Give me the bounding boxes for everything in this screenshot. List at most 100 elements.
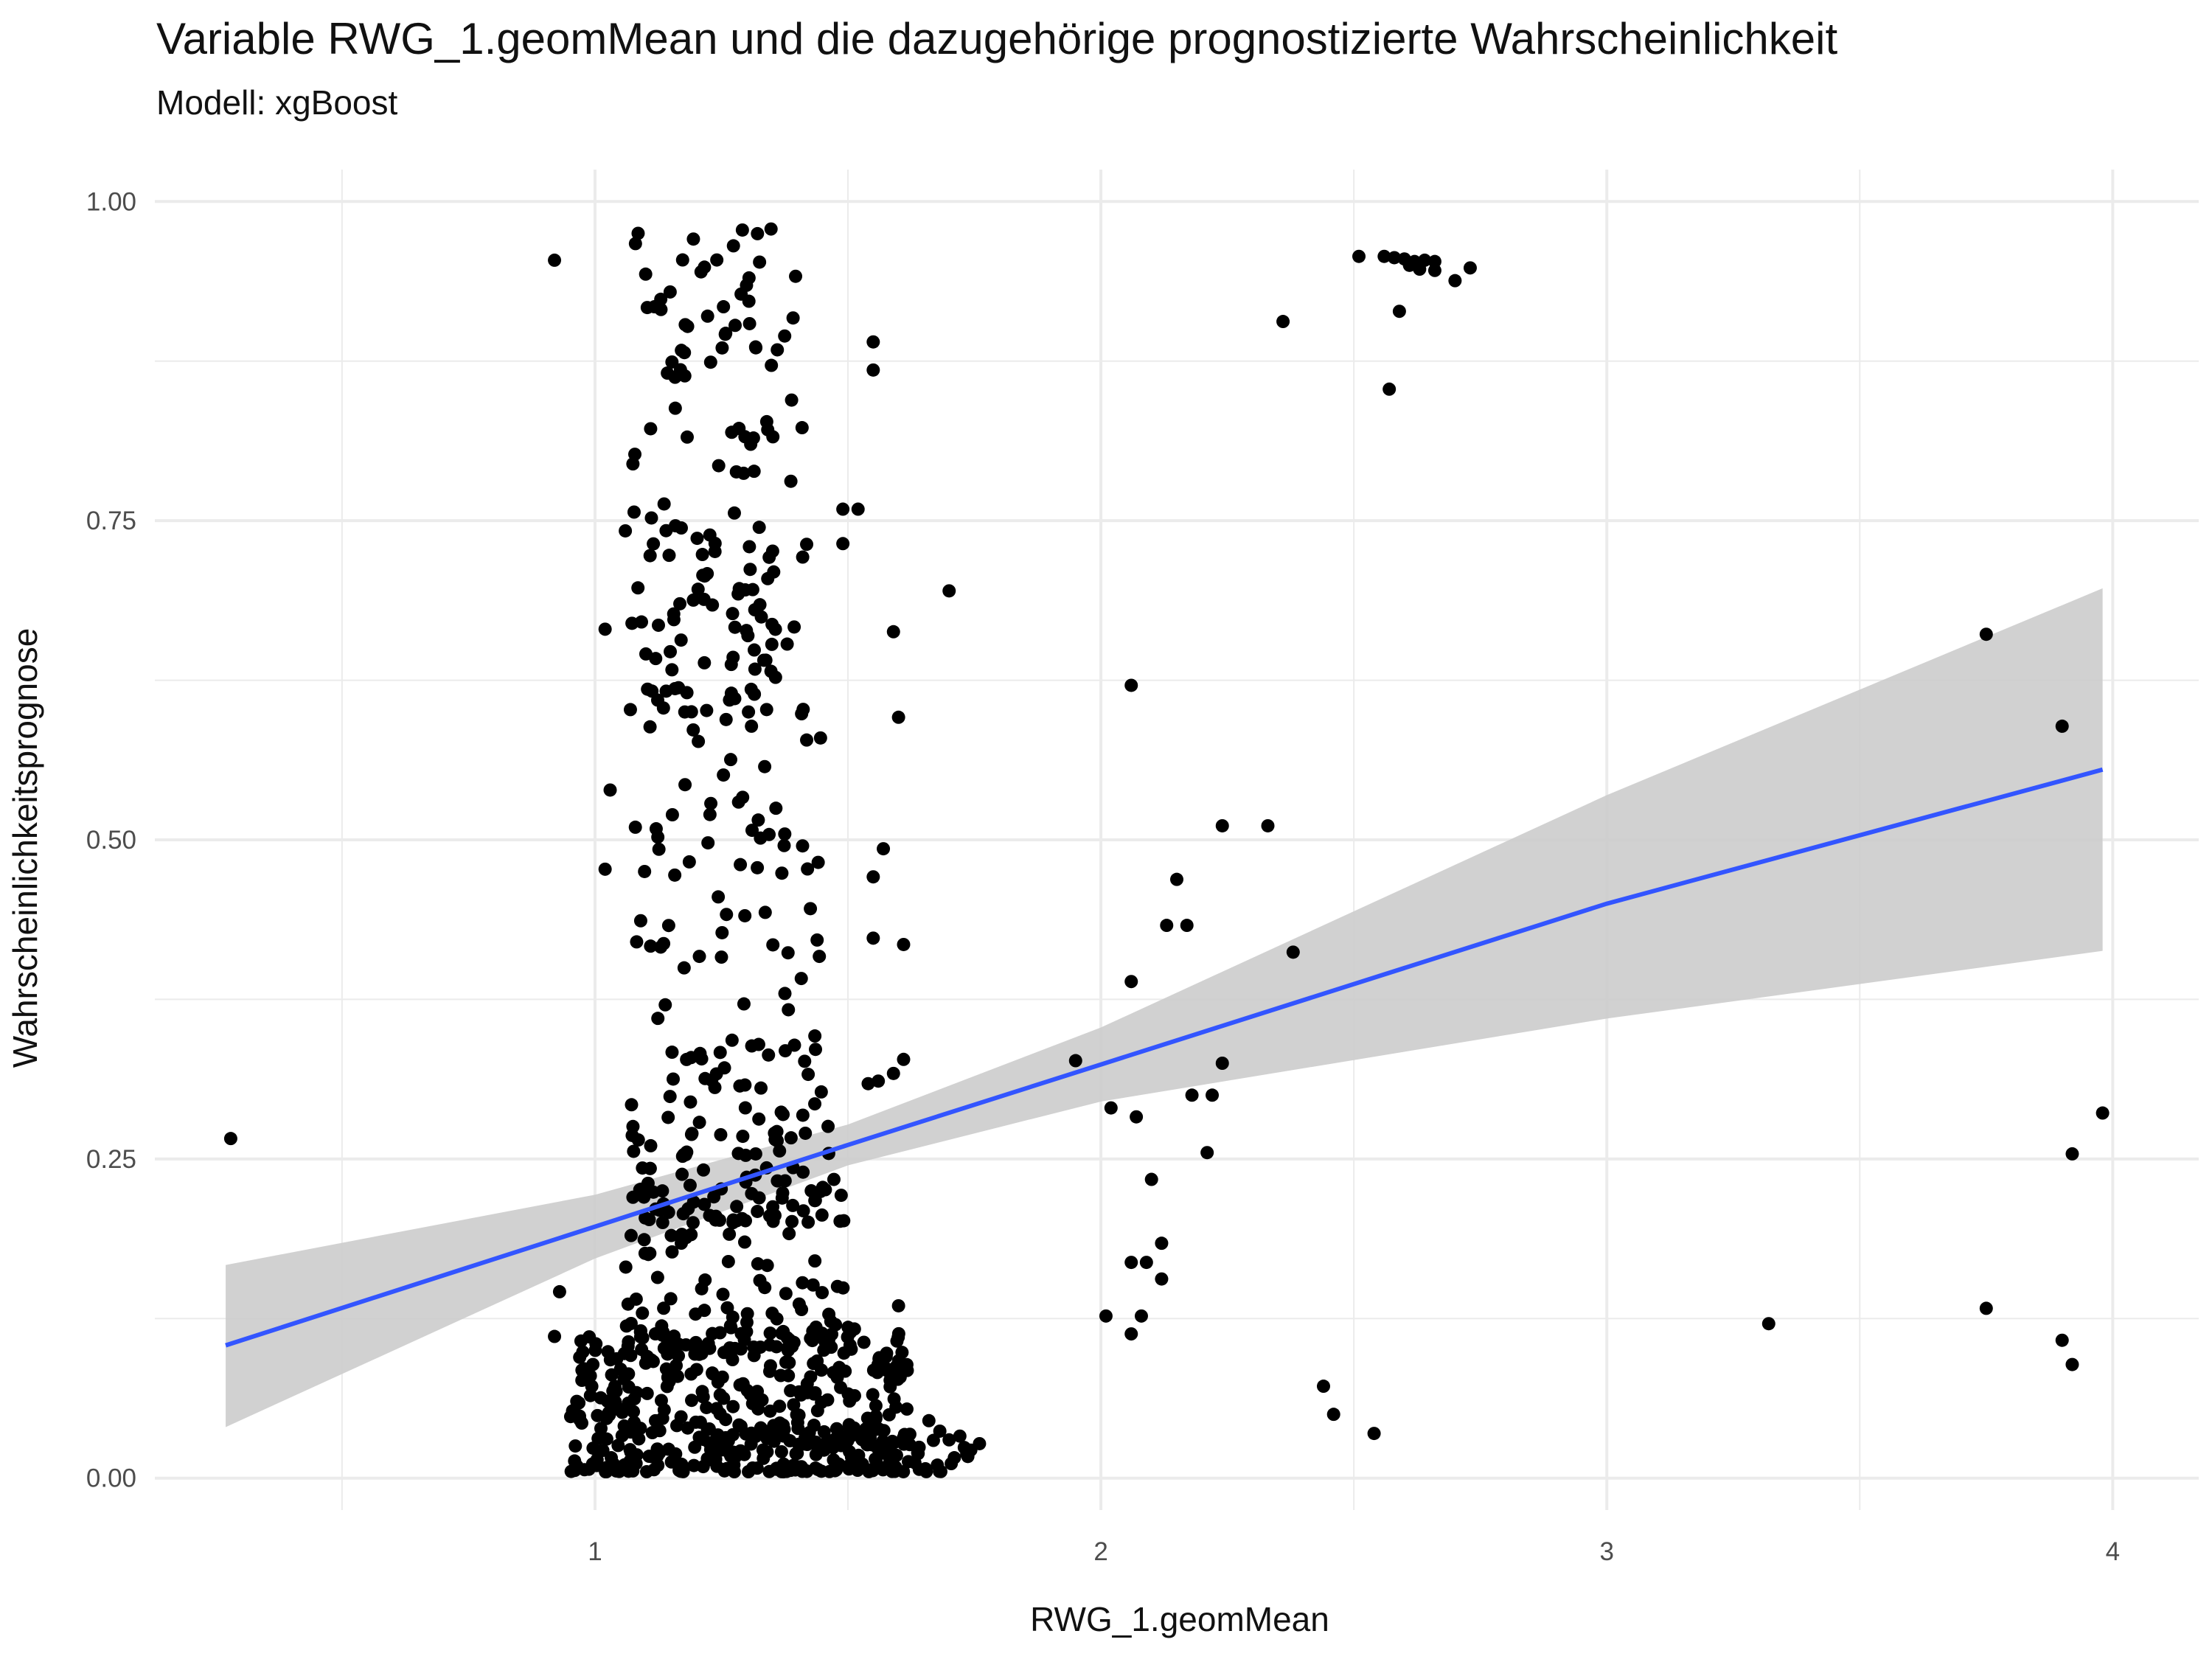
data-point <box>2065 1357 2079 1371</box>
data-point <box>654 292 668 306</box>
data-point <box>776 1429 790 1443</box>
data-point <box>809 1435 823 1449</box>
data-point <box>891 1354 905 1368</box>
data-point <box>1170 872 1183 886</box>
data-point <box>891 1298 905 1312</box>
data-point <box>768 1208 782 1222</box>
data-point <box>751 1385 765 1399</box>
data-point <box>570 1394 584 1408</box>
data-point <box>717 300 731 314</box>
data-point <box>684 1095 698 1109</box>
data-point <box>664 1228 678 1242</box>
data-point <box>651 1458 665 1472</box>
data-point <box>665 1245 679 1259</box>
data-point <box>720 908 734 922</box>
data-point <box>654 940 668 954</box>
data-point <box>594 1422 608 1436</box>
data-point <box>747 465 761 479</box>
data-point <box>773 1144 787 1158</box>
data-point <box>900 1402 914 1416</box>
data-point <box>866 1388 880 1402</box>
y-axis-title: Wahrscheinlichkeitsprognose <box>6 628 44 1068</box>
data-point <box>636 1306 650 1320</box>
data-point <box>673 597 687 611</box>
data-point <box>806 1278 820 1292</box>
data-point <box>778 329 792 343</box>
data-point <box>716 1287 730 1301</box>
y-tick-label: 0.75 <box>86 507 136 535</box>
data-point <box>668 868 682 882</box>
data-point <box>703 355 717 369</box>
data-point <box>858 1429 872 1443</box>
data-point <box>890 1334 904 1348</box>
data-point <box>758 759 772 773</box>
data-point <box>765 617 779 631</box>
y-tick-label: 0.25 <box>86 1145 136 1174</box>
data-point <box>763 1404 777 1418</box>
data-point <box>770 1312 784 1326</box>
data-point <box>843 1338 857 1352</box>
data-point <box>586 1441 600 1455</box>
data-point <box>762 1364 776 1378</box>
data-point <box>796 1204 810 1218</box>
data-point <box>869 1409 883 1423</box>
data-point <box>717 768 731 782</box>
data-point <box>902 1438 917 1452</box>
data-point <box>684 1127 698 1141</box>
data-point <box>1326 1408 1340 1422</box>
data-point <box>742 1464 756 1478</box>
data-point <box>650 1270 664 1284</box>
data-point <box>2065 1147 2079 1161</box>
data-point <box>657 497 671 511</box>
data-point <box>1134 1309 1148 1323</box>
data-point <box>748 1147 762 1161</box>
data-point <box>781 946 795 960</box>
data-point <box>715 341 729 355</box>
data-point <box>745 719 759 733</box>
data-point <box>726 1353 740 1367</box>
data-point <box>807 1419 821 1433</box>
data-point <box>590 1453 604 1467</box>
data-point <box>223 1132 237 1146</box>
data-point <box>692 1430 706 1444</box>
data-point <box>633 914 647 928</box>
data-point <box>759 653 773 667</box>
data-point <box>684 705 698 719</box>
data-point <box>743 563 757 577</box>
data-point <box>768 670 782 684</box>
data-point <box>662 549 676 563</box>
data-point <box>1124 678 1138 692</box>
data-point <box>1392 305 1406 319</box>
data-point <box>1276 315 1290 329</box>
data-point <box>813 950 827 964</box>
data-point <box>922 1413 936 1427</box>
chart-title: Variable RWG_1.geomMean und die dazugehö… <box>156 14 1838 63</box>
data-point <box>1215 818 1229 832</box>
data-point <box>877 1424 891 1438</box>
data-point <box>706 1367 720 1381</box>
data-point <box>796 1165 810 1179</box>
data-point <box>619 1319 633 1333</box>
data-point <box>695 1346 709 1360</box>
data-point <box>866 363 880 377</box>
data-point <box>798 1054 812 1068</box>
data-point <box>751 1204 765 1218</box>
data-point <box>779 1044 793 1058</box>
data-point <box>1144 1172 1158 1186</box>
data-point <box>730 1214 744 1228</box>
data-point <box>634 1182 648 1196</box>
data-point <box>661 919 675 933</box>
data-point <box>712 890 726 904</box>
data-point <box>655 1328 669 1342</box>
data-point <box>2055 1333 2069 1347</box>
data-point <box>747 643 761 657</box>
data-point <box>639 267 653 281</box>
data-point <box>765 637 779 651</box>
data-point <box>683 1178 697 1192</box>
trend-line-layer <box>225 767 2104 1348</box>
data-point <box>2055 719 2069 733</box>
data-point <box>851 502 865 516</box>
data-point <box>655 1184 669 1198</box>
data-point <box>625 1098 639 1112</box>
